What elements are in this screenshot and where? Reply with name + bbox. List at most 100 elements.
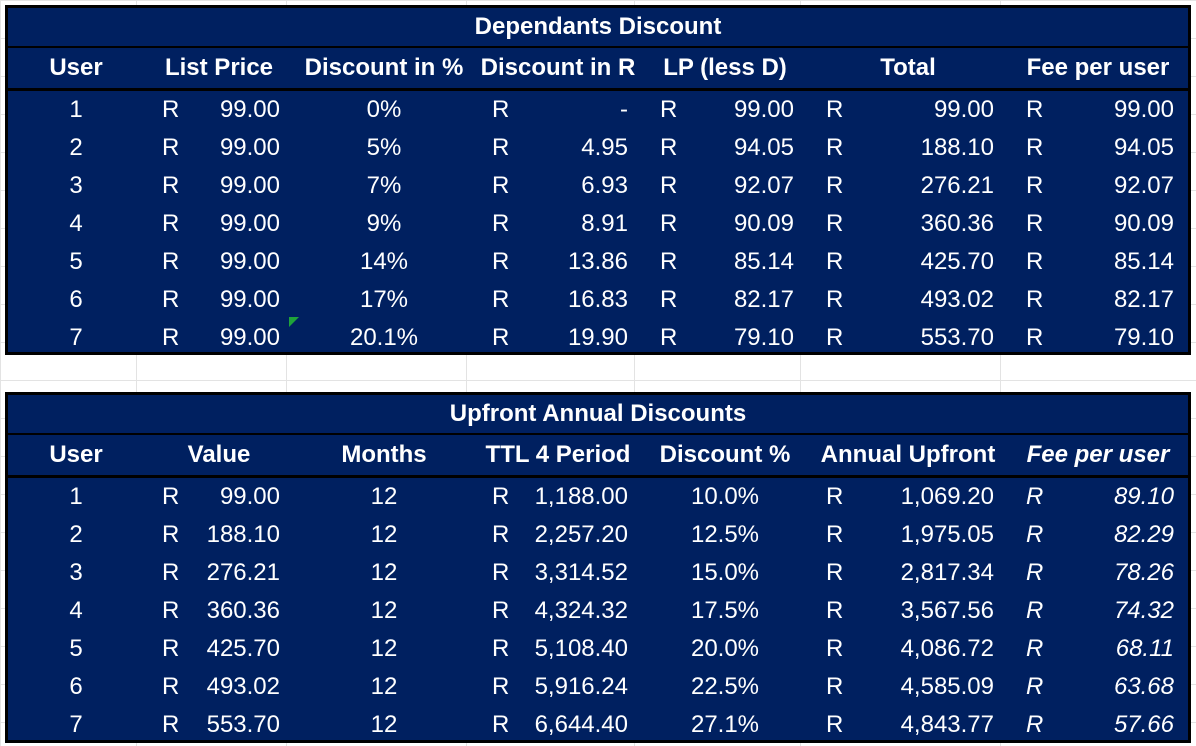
cell-user[interactable]: 4 [69,597,83,624]
cell-fee-per-user[interactable]: R 74.32 [1008,597,1188,625]
cell-annual-upfront[interactable]: R 2,817.34 [808,559,1008,587]
header-annual-upfront[interactable]: Annual Upfront [820,441,996,468]
cell-user[interactable]: 6 [69,286,83,313]
cell-user[interactable]: 2 [69,134,83,161]
cell-months[interactable]: 12 [370,635,398,662]
cell-annual-upfront[interactable]: R 3,567.56 [808,597,1008,625]
cell-lp-less-d[interactable]: R 99.00 [642,96,808,124]
cell-lp-less-d[interactable]: R 94.05 [642,134,808,162]
header-value[interactable]: Value [187,441,251,468]
cell-discount-r[interactable]: R 4.95 [474,134,642,162]
cell-fee-per-user[interactable]: R 99.00 [1008,96,1188,124]
cell-fee-per-user[interactable]: R 78.26 [1008,559,1188,587]
cell-fee-per-user[interactable]: R 57.66 [1008,711,1188,739]
cell-fee-per-user[interactable]: R 90.09 [1008,210,1188,238]
cell-discount-pct[interactable]: 20.0% [690,635,760,662]
cell-total[interactable]: R 493.02 [808,286,1008,314]
cell-discount-pct[interactable]: 20.1% [349,324,419,351]
cell-discount-r[interactable]: R- [474,96,642,124]
cell-ttl-4-period[interactable]: R 2,257.20 [474,521,642,549]
cell-value[interactable]: R 276.21 [144,559,294,587]
header-fee-per-user[interactable]: Fee per user [1026,441,1170,468]
cell-discount-pct[interactable]: 9% [366,210,402,237]
cell-discount-pct[interactable]: 0% [366,96,402,123]
cell-list-price[interactable]: R 99.00 [144,210,294,238]
cell-user[interactable]: 1 [69,96,83,123]
cell-user[interactable]: 2 [69,521,83,548]
cell-discount-pct[interactable]: 17.5% [690,597,760,624]
cell-discount-pct[interactable]: 14% [359,248,409,275]
cell-lp-less-d[interactable]: R 92.07 [642,172,808,200]
cell-discount-pct[interactable]: 27.1% [690,711,760,738]
cell-annual-upfront[interactable]: R 1,069.20 [808,483,1008,511]
cell-discount-pct[interactable]: 10.0% [690,483,760,510]
cell-discount-r[interactable]: R 8.91 [474,210,642,238]
cell-value[interactable]: R 99.00 [144,483,294,511]
cell-fee-per-user[interactable]: R 82.29 [1008,521,1188,549]
cell-total[interactable]: R 425.70 [808,248,1008,276]
header-lp-less-d[interactable]: LP (less D) [663,54,787,81]
cell-value[interactable]: R 360.36 [144,597,294,625]
cell-discount-r[interactable]: R 6.93 [474,172,642,200]
cell-months[interactable]: 12 [370,521,398,548]
cell-discount-r[interactable]: R 16.83 [474,286,642,314]
header-months[interactable]: Months [341,441,427,468]
cell-list-price[interactable]: R 99.00 [144,286,294,314]
cell-user[interactable]: 3 [69,559,83,586]
cell-ttl-4-period[interactable]: R 6,644.40 [474,711,642,739]
cell-ttl-4-period[interactable]: R 1,188.00 [474,483,642,511]
header-discount-pct[interactable]: Discount % [659,441,791,468]
cell-discount-pct[interactable]: 22.5% [690,673,760,700]
header-discount-pct[interactable]: Discount in % [304,54,464,81]
cell-user[interactable]: 5 [69,248,83,275]
cell-fee-per-user[interactable]: R 89.10 [1008,483,1188,511]
table-title[interactable]: Upfront Annual Discounts [449,400,747,427]
cell-months[interactable]: 12 [370,711,398,738]
cell-ttl-4-period[interactable]: R 4,324.32 [474,597,642,625]
header-ttl-4-period[interactable]: TTL 4 Period [485,441,631,468]
cell-user[interactable]: 6 [69,673,83,700]
cell-discount-pct[interactable]: 5% [366,134,402,161]
header-discount-r[interactable]: Discount in R [480,54,636,81]
cell-lp-less-d[interactable]: R 90.09 [642,210,808,238]
cell-annual-upfront[interactable]: R 4,585.09 [808,673,1008,701]
table-title[interactable]: Dependants Discount [474,13,722,40]
cell-user[interactable]: 7 [69,711,83,738]
cell-annual-upfront[interactable]: R 4,086.72 [808,635,1008,663]
cell-total[interactable]: R 360.36 [808,210,1008,238]
cell-months[interactable]: 12 [370,483,398,510]
cell-user[interactable]: 3 [69,172,83,199]
cell-discount-r[interactable]: R 19.90 [474,324,642,352]
cell-value[interactable]: R 553.70 [144,711,294,739]
cell-ttl-4-period[interactable]: R 5,916.24 [474,673,642,701]
cell-list-price[interactable]: R 99.00 [144,324,294,352]
header-user[interactable]: User [49,441,103,468]
cell-discount-pct[interactable]: 17% [359,286,409,313]
cell-months[interactable]: 12 [370,559,398,586]
cell-value[interactable]: R 425.70 [144,635,294,663]
cell-fee-per-user[interactable]: R 79.10 [1008,324,1188,352]
cell-fee-per-user[interactable]: R 94.05 [1008,134,1188,162]
cell-ttl-4-period[interactable]: R 3,314.52 [474,559,642,587]
cell-list-price[interactable]: R 99.00 [144,172,294,200]
cell-user[interactable]: 5 [69,635,83,662]
cell-annual-upfront[interactable]: R 1,975.05 [808,521,1008,549]
cell-value[interactable]: R 493.02 [144,673,294,701]
cell-months[interactable]: 12 [370,597,398,624]
cell-fee-per-user[interactable]: R 85.14 [1008,248,1188,276]
cell-discount-r[interactable]: R 13.86 [474,248,642,276]
cell-lp-less-d[interactable]: R 79.10 [642,324,808,352]
cell-fee-per-user[interactable]: R 92.07 [1008,172,1188,200]
cell-discount-pct[interactable]: 12.5% [690,521,760,548]
cell-fee-per-user[interactable]: R 82.17 [1008,286,1188,314]
cell-lp-less-d[interactable]: R 85.14 [642,248,808,276]
cell-months[interactable]: 12 [370,673,398,700]
cell-fee-per-user[interactable]: R 63.68 [1008,673,1188,701]
cell-total[interactable]: R 553.70 [808,324,1008,352]
cell-user[interactable]: 1 [69,483,83,510]
header-user[interactable]: User [49,54,103,81]
header-fee-per-user[interactable]: Fee per user [1026,54,1170,81]
cell-total[interactable]: R 276.21 [808,172,1008,200]
cell-list-price[interactable]: R 99.00 [144,248,294,276]
cell-ttl-4-period[interactable]: R 5,108.40 [474,635,642,663]
